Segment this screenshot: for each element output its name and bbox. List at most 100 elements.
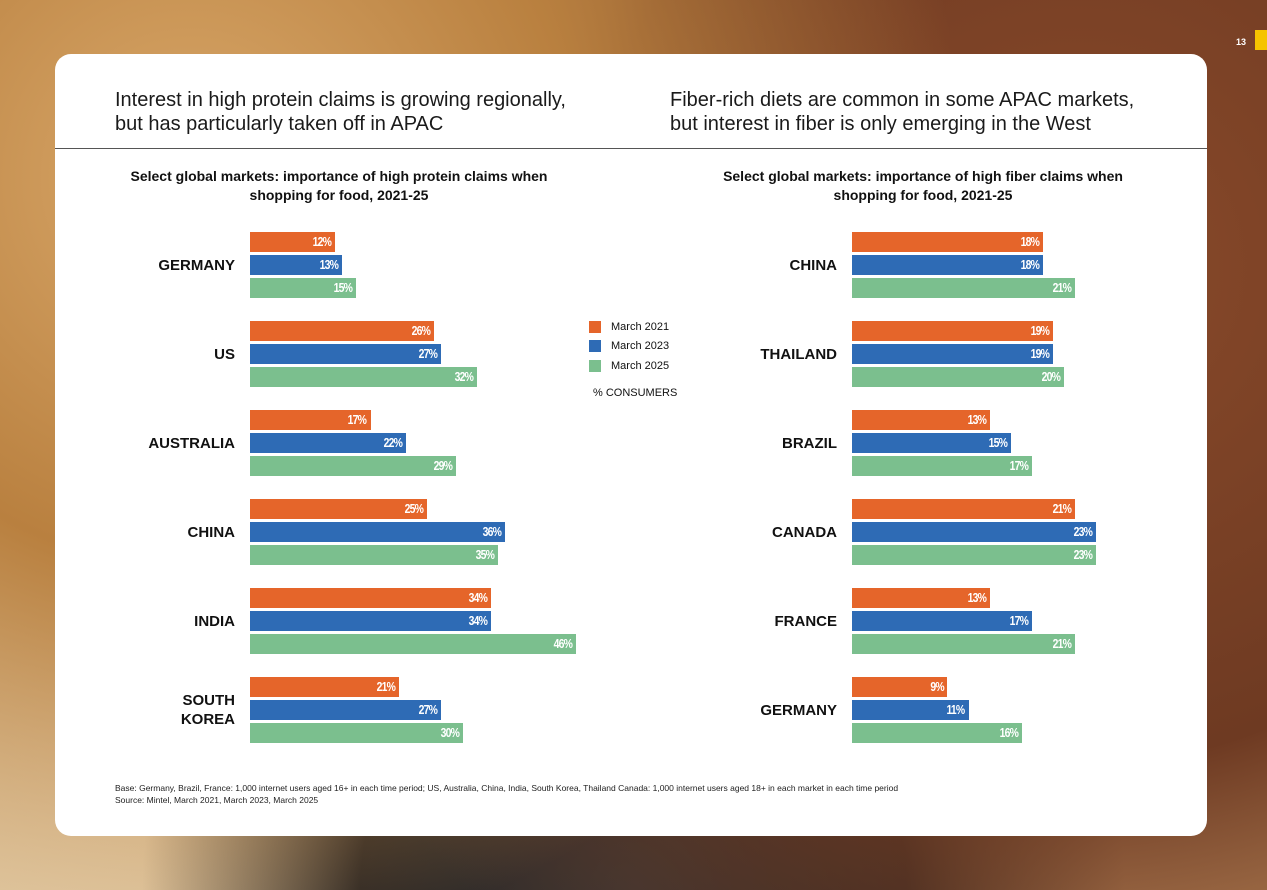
bar-march-2023: 27%	[250, 344, 442, 364]
bar-march-2023: 17%	[852, 611, 1033, 631]
bar-march-2023: 36%	[250, 522, 506, 542]
data-label: 16%	[999, 725, 1018, 740]
data-label: 21%	[1052, 280, 1071, 295]
protein-chart-title: Select global markets: importance of hig…	[130, 168, 548, 203]
data-label: 11%	[946, 702, 966, 717]
data-label: 12%	[312, 234, 332, 249]
data-label: 22%	[383, 435, 403, 450]
bar-march-2025: 15%	[250, 278, 357, 298]
bar-march-2023: 13%	[250, 255, 343, 275]
legend-swatch-2021	[589, 321, 601, 333]
category-label: CHINA	[789, 256, 838, 274]
category-label: CHINA	[187, 523, 236, 541]
category-label: GERMANY	[760, 701, 837, 719]
category-label: AUSTRALIA	[148, 434, 235, 452]
data-label: 17%	[1009, 613, 1029, 628]
legend-label: March 2021	[611, 321, 670, 333]
data-label: 18%	[1020, 234, 1039, 249]
bar-march-2023: 19%	[852, 344, 1054, 364]
data-label: 26%	[411, 323, 431, 338]
content-card: Interest in high protein claims is growi…	[55, 54, 1207, 836]
bar-march-2023: 11%	[852, 700, 969, 720]
left-heading: Interest in high protein claims is growi…	[115, 89, 566, 135]
bar-march-2025: 23%	[852, 545, 1096, 565]
data-label: 25%	[404, 501, 424, 516]
data-label: 13%	[319, 257, 339, 272]
data-label: 13%	[967, 412, 986, 427]
data-label: 34%	[468, 590, 488, 605]
category-label: GERMANY	[158, 256, 235, 274]
data-label: 46%	[553, 636, 573, 651]
data-label: 36%	[482, 524, 502, 539]
page-tab	[1255, 30, 1267, 50]
bar-march-2023: 18%	[852, 255, 1043, 275]
data-label: 17%	[348, 412, 367, 427]
legend-swatch-2023	[589, 340, 601, 352]
data-label: 19%	[1030, 323, 1050, 338]
data-label: 30%	[440, 725, 459, 740]
base-note: Base: Germany, Brazil, France: 1,000 int…	[115, 783, 899, 793]
bar-march-2023: 15%	[852, 433, 1011, 453]
bar-march-2021: 13%	[852, 588, 990, 608]
data-label: 27%	[418, 702, 438, 717]
category-label: FRANCE	[774, 612, 838, 630]
data-label: 15%	[988, 435, 1008, 450]
data-label: 23%	[1073, 547, 1092, 562]
category-label: INDIA	[194, 612, 235, 630]
page-number: 13	[1236, 37, 1247, 47]
bar-march-2025: 20%	[852, 367, 1064, 387]
unit-label: % CONSUMERS	[593, 387, 678, 399]
bar-march-2021: 21%	[250, 677, 399, 697]
category-label: SOUTH KOREA	[180, 692, 235, 728]
data-label: 18%	[1020, 257, 1039, 272]
legend-label: March 2023	[611, 340, 670, 352]
data-label: 29%	[433, 458, 452, 473]
bar-march-2025: 16%	[852, 723, 1022, 743]
bar-march-2025: 21%	[852, 634, 1075, 654]
bar-march-2025: 21%	[852, 278, 1075, 298]
data-label: 35%	[475, 547, 495, 562]
category-label: US	[214, 345, 235, 363]
source-note: Source: Mintel, March 2021, March 2023, …	[115, 795, 319, 805]
bar-march-2025: 29%	[250, 456, 456, 476]
bar-march-2025: 17%	[852, 456, 1033, 476]
divider	[55, 148, 1207, 149]
bar-march-2021: 21%	[852, 499, 1075, 519]
bar-march-2021: 9%	[852, 677, 948, 697]
category-label: BRAZIL	[782, 434, 837, 452]
data-label: 34%	[468, 613, 488, 628]
bar-march-2021: 25%	[250, 499, 428, 519]
bar-march-2025: 32%	[250, 367, 477, 387]
bar-march-2021: 18%	[852, 232, 1043, 252]
bar-march-2025: 35%	[250, 545, 499, 565]
bar-march-2021: 26%	[250, 321, 435, 341]
bar-march-2025: 30%	[250, 723, 463, 743]
fiber-chart-title: Select global markets: importance of hig…	[723, 168, 1123, 203]
data-label: 21%	[1052, 636, 1071, 651]
category-label: CANADA	[772, 523, 837, 541]
bar-march-2021: 19%	[852, 321, 1054, 341]
data-label: 17%	[1009, 458, 1029, 473]
right-heading: Fiber-rich diets are common in some APAC…	[670, 89, 1135, 135]
bar-march-2021: 13%	[852, 410, 990, 430]
data-label: 13%	[967, 590, 986, 605]
data-label: 9%	[929, 679, 944, 694]
data-label: 23%	[1073, 524, 1092, 539]
legend-label: March 2025	[611, 360, 670, 372]
bar-march-2023: 27%	[250, 700, 442, 720]
data-label: 27%	[418, 346, 438, 361]
bar-march-2021: 17%	[250, 410, 371, 430]
bar-march-2023: 34%	[250, 611, 492, 631]
data-label: 32%	[454, 369, 473, 384]
data-label: 19%	[1030, 346, 1050, 361]
bar-march-2021: 12%	[250, 232, 336, 252]
bar-march-2025: 46%	[250, 634, 577, 654]
data-label: 21%	[376, 679, 395, 694]
bar-march-2023: 22%	[250, 433, 406, 453]
data-label: 15%	[333, 280, 353, 295]
data-label: 21%	[1052, 501, 1071, 516]
data-label: 20%	[1041, 369, 1061, 384]
bar-march-2021: 34%	[250, 588, 492, 608]
bar-march-2023: 23%	[852, 522, 1096, 542]
category-label: THAILAND	[760, 345, 837, 363]
